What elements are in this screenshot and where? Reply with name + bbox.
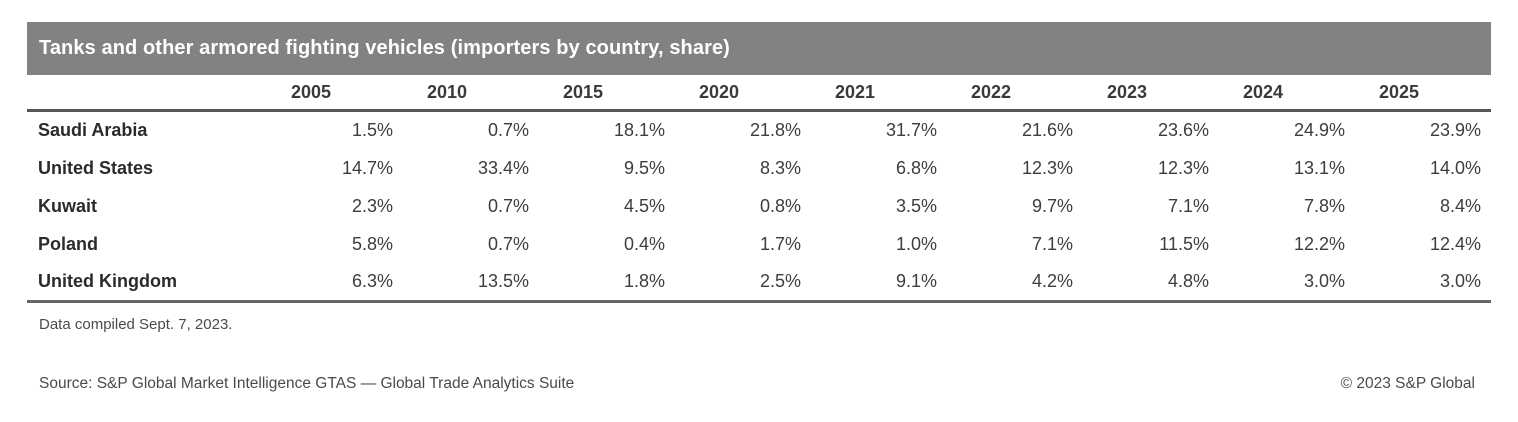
table-cell: 8.4% [1439, 195, 1481, 216]
table-cell: 13.1% [1293, 157, 1345, 178]
row-label-country: United Kingdom [27, 263, 267, 303]
table-cell: 6.8% [895, 157, 937, 178]
table-cell: 11.5% [1159, 233, 1209, 254]
table-cell: 2.3% [351, 195, 393, 216]
table-cell: 4.8% [1083, 263, 1219, 303]
table-row-united-states: United States 14.7% 33.4% 9.5% 8.3% 6.8%… [27, 149, 1491, 187]
table-cell: 7.8% [1303, 195, 1345, 216]
table-cell: 2.5% [675, 263, 811, 303]
table-cell: 21.8% [749, 120, 801, 140]
table-cell: 8.3% [759, 157, 801, 178]
table-header-row: 2005 2010 2015 2020 2021 2022 2023 2024 … [27, 75, 1491, 112]
table-cell: 4.5% [623, 195, 665, 216]
table-cell: 14.7% [341, 157, 393, 178]
table-cell: 9.1% [811, 263, 947, 303]
copyright-text: © 2023 S&P Global [1340, 375, 1475, 392]
table-cell: 1.0% [895, 233, 937, 254]
table-cell: 18.1% [613, 120, 665, 140]
table-cell: 14.0% [1429, 157, 1481, 178]
table-cell: 5.8% [351, 233, 393, 254]
table-cell: 1.5% [351, 120, 393, 140]
table-row-kuwait: Kuwait 2.3% 0.7% 4.5% 0.8% 3.5% 9.7% 7.1… [27, 187, 1491, 225]
table-cell: 0.8% [759, 195, 801, 216]
table-cell: 12.3% [1021, 157, 1073, 178]
table-cell: 3.0% [1355, 263, 1491, 303]
column-header-year: 2022 [947, 75, 1083, 112]
source-row: Source: S&P Global Market Intelligence G… [27, 375, 1491, 393]
table-cell: 12.4% [1429, 233, 1481, 254]
column-header-year: 2005 [267, 75, 403, 112]
table-cell: 9.7% [1031, 195, 1073, 216]
table-cell: 7.1% [1167, 195, 1209, 216]
column-header-year: 2020 [675, 75, 811, 112]
table-cell: 7.1% [1031, 233, 1073, 254]
source-text: Source: S&P Global Market Intelligence G… [39, 375, 575, 392]
table-cell: 6.3% [267, 263, 403, 303]
table-cell: 3.0% [1219, 263, 1355, 303]
table-cell: 1.7% [759, 233, 801, 254]
table-title-bar: Tanks and other armored fighting vehicle… [27, 22, 1491, 75]
table-row-united-kingdom: United Kingdom 6.3% 13.5% 1.8% 2.5% 9.1%… [27, 263, 1491, 303]
column-header-year: 2010 [403, 75, 539, 112]
table-cell: 21.6% [1021, 120, 1073, 140]
table-cell: 12.3% [1157, 157, 1209, 178]
table-cell: 0.7% [487, 195, 529, 216]
column-header-year: 2025 [1355, 75, 1491, 112]
row-label-country: Poland [38, 233, 99, 254]
table-cell: 12.2% [1293, 233, 1345, 254]
table-cell: 0.7% [487, 120, 529, 140]
country-column-header [27, 75, 267, 112]
table-row-saudi-arabia: Saudi Arabia 1.5% 0.7% 18.1% 21.8% 31.7%… [27, 111, 1491, 150]
column-header-year: 2023 [1083, 75, 1219, 112]
column-header-year: 2024 [1219, 75, 1355, 112]
table-figure: Tanks and other armored fighting vehicle… [27, 22, 1491, 393]
column-header-year: 2015 [539, 75, 675, 112]
table-cell: 33.4% [477, 157, 529, 178]
table-cell: 0.7% [487, 233, 529, 254]
table-title: Tanks and other armored fighting vehicle… [39, 37, 730, 59]
table-cell: 31.7% [885, 120, 937, 140]
table-row-poland: Poland 5.8% 0.7% 0.4% 1.7% 1.0% 7.1% 11.… [27, 225, 1491, 263]
column-header-year: 2021 [811, 75, 947, 112]
table-cell: 4.2% [947, 263, 1083, 303]
table-cell: 0.4% [623, 233, 665, 254]
data-compiled-note: Data compiled Sept. 7, 2023. [39, 316, 233, 333]
table-cell: 1.8% [539, 263, 675, 303]
table-cell: 23.9% [1429, 120, 1481, 140]
table-cell: 23.6% [1157, 120, 1209, 140]
row-label-country: Saudi Arabia [38, 120, 148, 140]
table-cell: 13.5% [403, 263, 539, 303]
row-label-country: United States [38, 157, 154, 178]
table-cell: 3.5% [895, 195, 937, 216]
table-cell: 9.5% [623, 157, 665, 178]
import-share-table: 2005 2010 2015 2020 2021 2022 2023 2024 … [27, 75, 1491, 303]
row-label-country: Kuwait [38, 195, 98, 216]
table-cell: 24.9% [1293, 120, 1345, 140]
